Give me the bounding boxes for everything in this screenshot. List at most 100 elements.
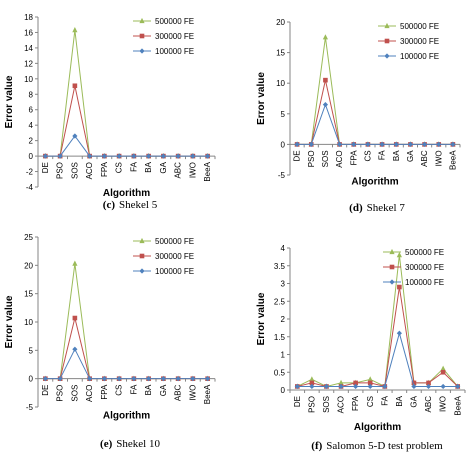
data-point [393, 141, 399, 147]
data-point [116, 153, 122, 159]
x-tick-label: CS [366, 396, 375, 407]
x-tick-label: IWO [188, 162, 197, 178]
data-point [397, 284, 402, 290]
series-line [45, 317, 208, 380]
legend-swatch-marker [139, 48, 145, 54]
series-line [297, 255, 459, 388]
data-point [87, 153, 93, 159]
data-point [294, 141, 300, 147]
x-tick-label: BA [392, 150, 401, 161]
y-tick-label: 0 [29, 375, 34, 384]
data-point [353, 380, 358, 386]
caption-text: Shekel 5 [119, 199, 158, 211]
legend-label: 300000 FE [155, 252, 194, 261]
x-tick-label: ACO [85, 385, 94, 402]
data-point [365, 141, 371, 147]
series-100000-fe [294, 330, 461, 390]
y-tick-label: 18 [24, 13, 33, 22]
y-tick-label: 6 [29, 106, 34, 115]
x-tick-label: DE [293, 396, 302, 407]
legend-swatch-marker [384, 38, 390, 44]
data-point [421, 141, 428, 147]
series-line [45, 135, 208, 157]
chart-panel-shekel-5: -4 -2 0 2 4 6 8 10 12 14 16 18 DE PSO SOS ACO FPA CS FA BA G… [4, 13, 216, 211]
data-point [175, 376, 181, 382]
x-tick-label: SOS [321, 150, 330, 167]
data-point [116, 376, 122, 382]
data-point [205, 376, 211, 382]
y-axis-title: Error value [256, 72, 267, 125]
legend-swatch-marker [139, 237, 145, 244]
legend-swatch-marker [389, 248, 395, 255]
caption-text: Shekel 7 [367, 202, 406, 214]
legend-label: 100000 FE [405, 278, 444, 287]
data-point [411, 383, 417, 390]
chart-panel-salomon-5d: 0 0.5 1 1.5 2 2.5 3 3.5 4 DE PSO SOS ACO FPA CS FA BA GA A… [256, 244, 466, 452]
data-point [101, 376, 107, 382]
data-point [190, 376, 196, 382]
panel-caption: (c) Shekel 5 [103, 199, 158, 211]
data-point [308, 141, 314, 147]
data-point [440, 383, 446, 390]
legend-label: 100000 FE [400, 52, 439, 61]
data-point [72, 133, 78, 139]
data-point [336, 141, 343, 147]
x-tick-label: GA [159, 384, 168, 396]
y-axis-title: Error value [4, 295, 15, 348]
legend-label: 500000 FE [155, 237, 194, 246]
x-tick-label: SOS [70, 162, 79, 179]
data-point [131, 376, 137, 382]
x-tick-label: ABC [174, 162, 183, 179]
y-tick-label: 8 [29, 90, 34, 99]
legend-swatch-marker [139, 17, 145, 24]
data-point [396, 330, 402, 336]
data-point [322, 102, 329, 108]
series-line [45, 348, 208, 380]
legend-label: 500000 FE [155, 17, 194, 26]
x-tick-label: PSO [307, 150, 316, 167]
data-point [72, 83, 78, 89]
data-point [351, 141, 357, 147]
data-point [322, 34, 329, 40]
y-tick-label: 4 [29, 121, 34, 130]
legend-entry: 500000 FE [133, 237, 194, 246]
caption-letter: (f) [311, 440, 322, 452]
data-point [407, 141, 414, 147]
data-point [72, 346, 78, 352]
data-point [57, 376, 63, 382]
x-tick-label: ACO [85, 162, 94, 179]
data-point [440, 369, 446, 375]
x-tick-label: FA [129, 384, 138, 394]
x-tick-label: FA [129, 161, 138, 171]
data-point [72, 260, 78, 266]
x-tick-label: BeeA [203, 161, 212, 181]
y-tick-label: 14 [24, 44, 33, 53]
y-tick-label: 15 [276, 49, 285, 58]
data-point [425, 383, 432, 390]
series-100000-fe [294, 102, 456, 147]
x-tick-label: ACO [335, 150, 344, 167]
x-tick-label: BeeA [453, 395, 462, 415]
legend-entry: 500000 FE [133, 17, 194, 26]
x-tick-label: FA [378, 150, 387, 160]
data-point [367, 383, 373, 390]
y-tick-label: -5 [278, 171, 286, 180]
legend-entry: 500000 FE [378, 22, 439, 31]
chart-panel-shekel-7: -5 0 5 10 15 20 DE PSO SOS ACO FPA CS FA BA GA ABC IWO Be… [256, 18, 461, 214]
data-point [436, 141, 442, 147]
y-tick-label: 10 [276, 79, 285, 88]
x-tick-label: DE [41, 385, 50, 396]
y-tick-label: -5 [26, 403, 34, 412]
x-tick-label: BA [144, 384, 153, 395]
series-300000-fe [43, 83, 210, 159]
legend-swatch-marker [389, 264, 395, 270]
y-tick-label: 2.5 [274, 297, 286, 306]
series-100000-fe [42, 346, 211, 382]
data-point [101, 153, 107, 159]
data-point [379, 141, 385, 147]
data-point [72, 27, 78, 33]
legend-label: 300000 FE [155, 32, 194, 41]
y-tick-label: 10 [24, 75, 33, 84]
data-point [353, 383, 359, 390]
